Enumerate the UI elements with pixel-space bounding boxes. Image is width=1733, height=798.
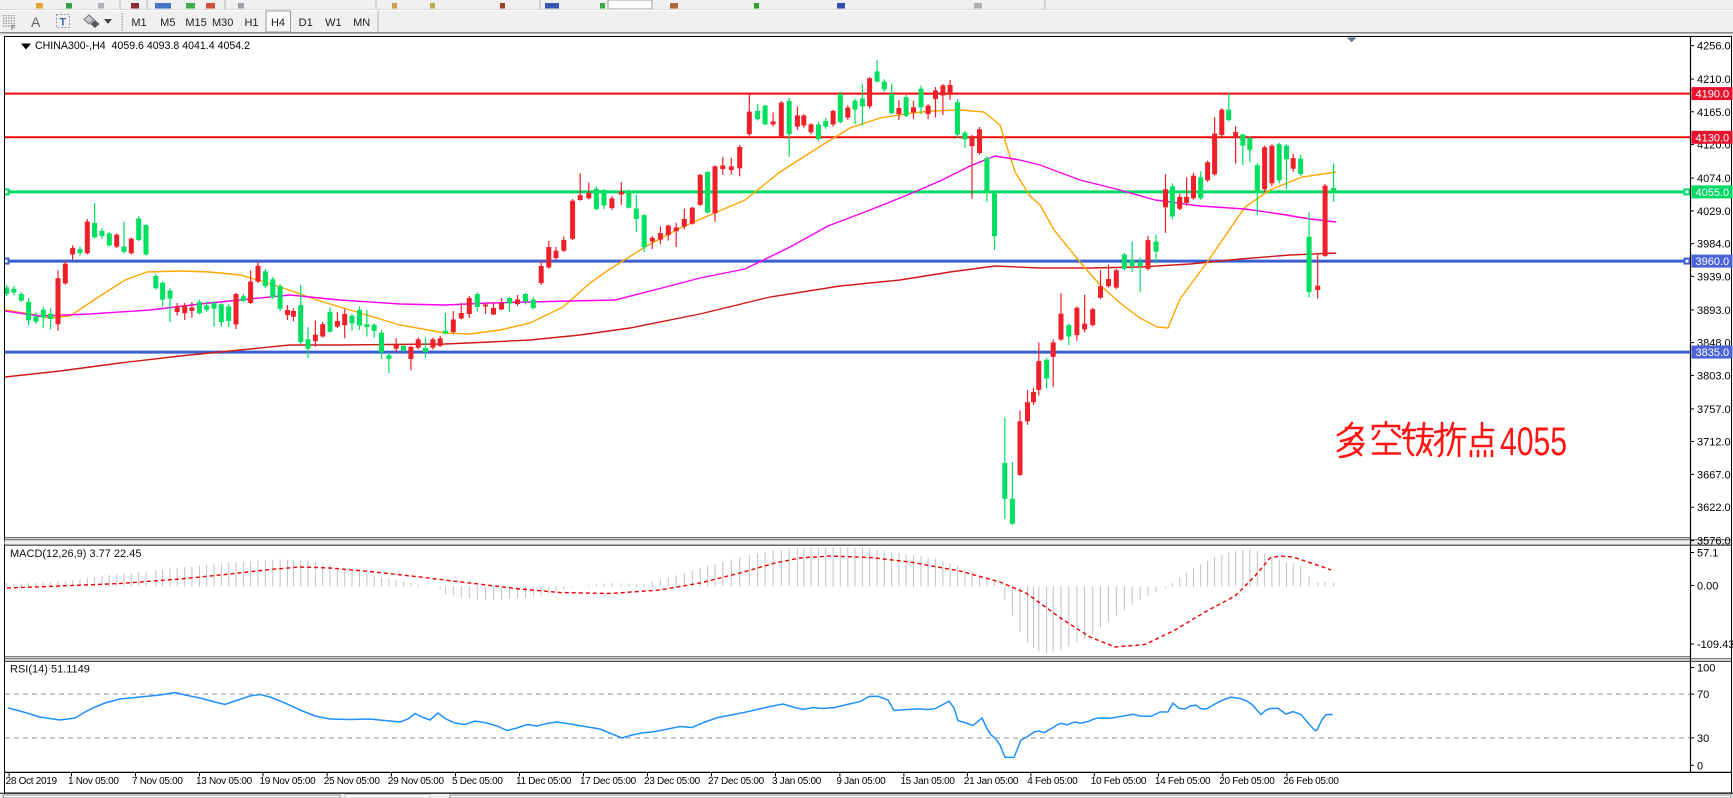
svg-text:3576.0: 3576.0	[1697, 536, 1731, 548]
svg-text:100: 100	[1697, 663, 1715, 675]
svg-text:CHINA300-,H4 4059.6 4093.8 40: CHINA300-,H4 4059.6 4093.8 4041.4 4054.2	[35, 40, 250, 52]
svg-text:3984.0: 3984.0	[1697, 239, 1731, 251]
svg-text:30: 30	[1697, 733, 1709, 745]
svg-text:4165.0: 4165.0	[1697, 107, 1731, 119]
svg-text:17 Dec 05:00: 17 Dec 05:00	[580, 776, 637, 787]
svg-text:11 Dec 05:00: 11 Dec 05:00	[516, 776, 572, 787]
svg-text:3757.0: 3757.0	[1697, 404, 1731, 416]
svg-text:5 Dec 05:00: 5 Dec 05:00	[452, 776, 503, 787]
svg-text:20 Feb 05:00: 20 Feb 05:00	[1219, 776, 1275, 787]
svg-text:3939.0: 3939.0	[1697, 271, 1731, 283]
svg-text:T: T	[60, 17, 67, 29]
svg-text:0.00: 0.00	[1697, 581, 1718, 593]
svg-text:19 Nov 05:00: 19 Nov 05:00	[260, 776, 317, 787]
svg-text:4256.0: 4256.0	[1697, 41, 1731, 53]
svg-text:0: 0	[1697, 760, 1703, 772]
svg-text:MACD(12,26,9) 3.77 22.45: MACD(12,26,9) 3.77 22.45	[10, 548, 141, 560]
svg-text:M30: M30	[212, 17, 233, 29]
svg-text:3803.0: 3803.0	[1697, 370, 1731, 382]
svg-text:4 Feb 05:00: 4 Feb 05:00	[1027, 776, 1078, 787]
svg-text:F: F	[11, 25, 15, 32]
svg-text:15 Jan 05:00: 15 Jan 05:00	[900, 776, 955, 787]
svg-text:29 Nov 05:00: 29 Nov 05:00	[388, 776, 445, 787]
svg-text:3712.0: 3712.0	[1697, 437, 1731, 449]
svg-text:D1: D1	[299, 17, 313, 29]
svg-text:MN: MN	[353, 17, 370, 29]
svg-text:3893.0: 3893.0	[1697, 305, 1731, 317]
svg-text:3 Jan 05:00: 3 Jan 05:00	[772, 776, 822, 787]
svg-text:3667.0: 3667.0	[1697, 469, 1731, 481]
svg-text:4130.0: 4130.0	[1696, 132, 1730, 144]
svg-text:-109.43: -109.43	[1697, 639, 1733, 651]
svg-text:26 Feb 05:00: 26 Feb 05:00	[1283, 776, 1339, 787]
svg-text:10 Feb 05:00: 10 Feb 05:00	[1091, 776, 1147, 787]
svg-text:RSI(14) 51.1149: RSI(14) 51.1149	[10, 664, 90, 676]
svg-text:21 Jan 05:00: 21 Jan 05:00	[964, 776, 1019, 787]
svg-text:M15: M15	[185, 17, 206, 29]
svg-text:M5: M5	[160, 17, 175, 29]
svg-text:3835.0: 3835.0	[1696, 347, 1730, 359]
svg-text:4190.0: 4190.0	[1696, 89, 1730, 101]
svg-text:3960.0: 3960.0	[1696, 256, 1730, 268]
svg-text:23 Dec 05:00: 23 Dec 05:00	[644, 776, 701, 787]
svg-text:4074.0: 4074.0	[1697, 173, 1731, 185]
svg-text:13 Nov 05:00: 13 Nov 05:00	[196, 776, 253, 787]
svg-text:4210.0: 4210.0	[1697, 74, 1731, 86]
svg-text:28 Oct 2019: 28 Oct 2019	[6, 776, 58, 787]
svg-text:9 Jan 05:00: 9 Jan 05:00	[836, 776, 886, 787]
svg-text:57.1: 57.1	[1697, 548, 1718, 560]
svg-text:3622.0: 3622.0	[1697, 502, 1731, 514]
svg-text:M1: M1	[131, 17, 146, 29]
svg-text:H4: H4	[271, 17, 285, 29]
svg-text:27 Dec 05:00: 27 Dec 05:00	[708, 776, 765, 787]
svg-text:4029.0: 4029.0	[1697, 206, 1731, 218]
svg-text:4055: 4055	[1500, 420, 1567, 464]
svg-text:4055.0: 4055.0	[1696, 187, 1730, 199]
svg-text:25 Nov 05:00: 25 Nov 05:00	[324, 776, 381, 787]
svg-text:7 Nov 05:00: 7 Nov 05:00	[132, 776, 183, 787]
svg-text:W1: W1	[325, 17, 342, 29]
svg-text:A: A	[31, 14, 41, 30]
svg-text:1 Nov 05:00: 1 Nov 05:00	[68, 776, 119, 787]
svg-text:14 Feb 05:00: 14 Feb 05:00	[1155, 776, 1211, 787]
svg-text:70: 70	[1697, 689, 1709, 701]
svg-text:H1: H1	[244, 17, 258, 29]
